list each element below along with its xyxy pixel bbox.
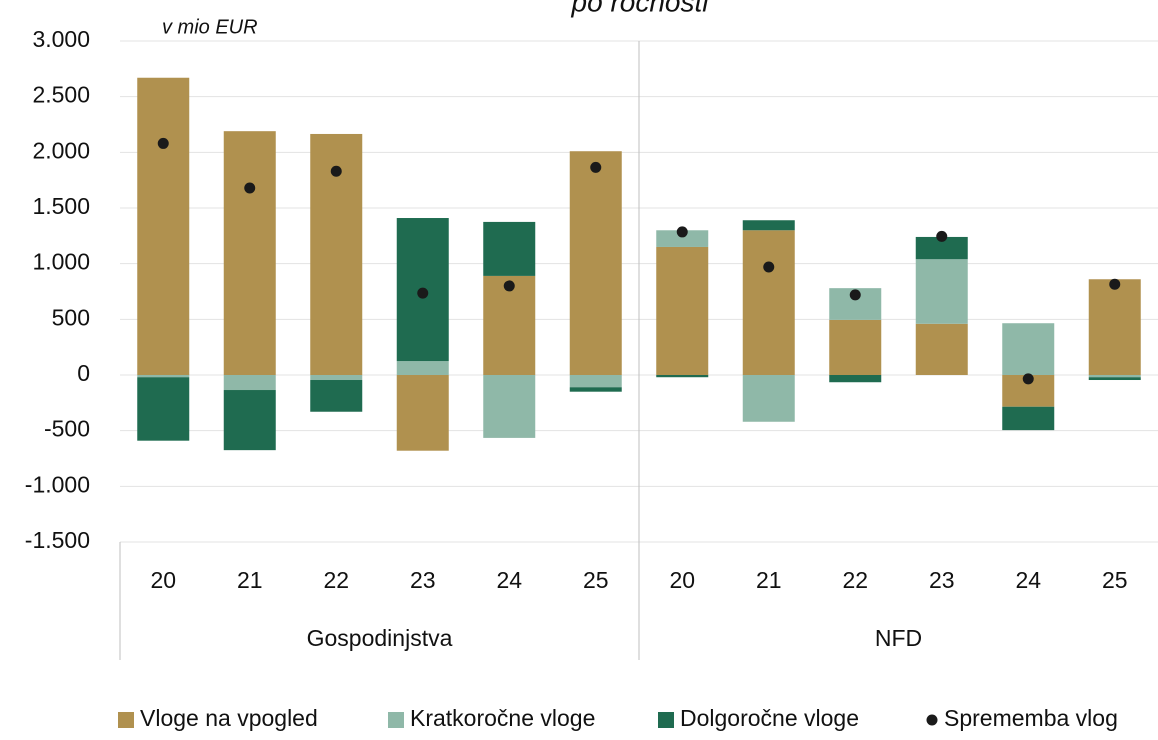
y-tick-label: -1.500 <box>25 527 90 553</box>
legend-label: Sprememba vlog <box>944 705 1118 731</box>
bar-segment <box>137 375 190 378</box>
x-tick-label: 24 <box>1015 567 1041 593</box>
dot-marker <box>330 165 342 177</box>
x-tick-label: 20 <box>669 567 695 593</box>
bar-segment <box>656 230 709 247</box>
bar-segment <box>742 375 795 422</box>
bar-segment <box>223 131 276 375</box>
bar-segment <box>829 319 882 375</box>
bar-segment <box>483 221 536 276</box>
bar-segment <box>656 375 709 378</box>
y-tick-label: -1.000 <box>25 471 90 497</box>
group-label: NFD <box>875 625 922 651</box>
x-tick-label: 25 <box>1102 567 1128 593</box>
bar-segment <box>569 375 622 388</box>
x-tick-label: 20 <box>150 567 176 593</box>
legend-swatch <box>388 712 404 728</box>
dot-marker <box>157 137 169 149</box>
bar-segment <box>223 390 276 451</box>
bar-segment <box>829 375 882 383</box>
bar-segment <box>396 375 449 451</box>
bar-segment <box>310 380 363 412</box>
bar-segment <box>137 77 190 376</box>
bar-segment <box>483 275 536 375</box>
bar-segment <box>915 323 968 375</box>
chart-subtitle: v mio EUR <box>162 16 258 38</box>
x-tick-label: 25 <box>583 567 609 593</box>
bar-segment <box>483 375 536 438</box>
dot-marker <box>1022 373 1034 385</box>
y-tick-label: 500 <box>52 304 90 330</box>
legend-marker <box>926 714 938 726</box>
dot-marker <box>849 289 861 301</box>
bar-segment <box>656 246 709 375</box>
group-label: Gospodinjstva <box>307 625 453 651</box>
bar-segment <box>1088 375 1141 378</box>
bar-segment <box>223 375 276 391</box>
y-tick-label: -500 <box>44 416 90 442</box>
dot-marker <box>763 261 775 273</box>
y-tick-label: 0 <box>77 360 90 386</box>
x-tick-label: 22 <box>323 567 349 593</box>
legend-label: Kratkoročne vloge <box>410 705 595 731</box>
bar-segment <box>742 230 795 375</box>
bar-segment <box>915 236 968 260</box>
legend-label: Dolgoročne vloge <box>680 705 859 731</box>
dot-marker <box>503 280 515 292</box>
legend-swatch <box>658 712 674 728</box>
bar-segment <box>742 220 795 231</box>
dot-marker <box>1109 278 1121 290</box>
y-tick-label: 2.500 <box>32 82 90 108</box>
y-tick-label: 3.000 <box>32 26 90 52</box>
bar-segment <box>569 387 622 392</box>
bar-segment <box>137 377 190 441</box>
x-tick-label: 21 <box>237 567 263 593</box>
chart-title: po ročnosti <box>571 0 710 17</box>
x-tick-label: 24 <box>496 567 522 593</box>
bar-segment <box>915 259 968 324</box>
dot-marker <box>244 182 256 194</box>
bar-segment <box>396 361 449 375</box>
dot-marker <box>676 226 688 238</box>
bar-segment <box>1088 279 1141 375</box>
y-tick-label: 2.000 <box>32 137 90 163</box>
legend-label: Vloge na vpogled <box>140 705 318 731</box>
bar-segment <box>569 151 622 375</box>
legend-swatch <box>118 712 134 728</box>
bar-segment <box>310 375 363 381</box>
dot-marker <box>936 230 948 242</box>
x-tick-label: 23 <box>929 567 955 593</box>
bar-segment <box>1088 377 1141 381</box>
y-tick-label: 1.000 <box>32 249 90 275</box>
x-tick-label: 21 <box>756 567 782 593</box>
y-tick-label: 1.500 <box>32 193 90 219</box>
x-tick-label: 22 <box>842 567 868 593</box>
bar-segment <box>1002 323 1055 375</box>
dot-marker <box>417 287 429 299</box>
bar-segment <box>1002 406 1055 431</box>
x-tick-label: 23 <box>410 567 436 593</box>
dot-marker <box>590 161 602 173</box>
